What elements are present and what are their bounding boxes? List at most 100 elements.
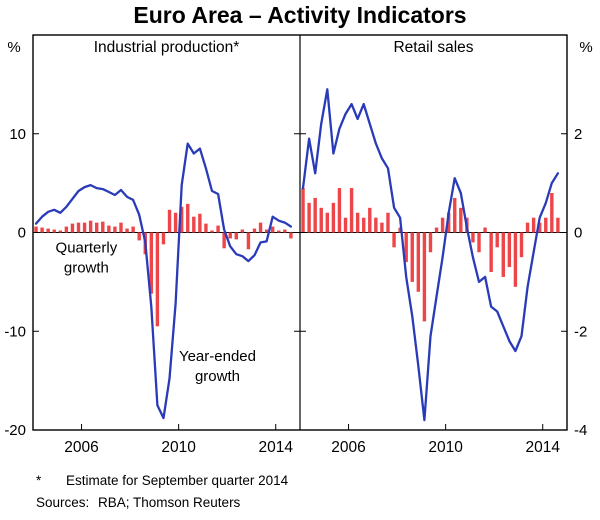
bar [368, 207, 372, 233]
bar [95, 222, 99, 233]
bar [483, 227, 487, 233]
chart-title: Euro Area – Activity Indicators [133, 2, 467, 28]
y-tick-label: 0 [574, 225, 582, 242]
bar [40, 227, 44, 233]
year-ended-line [34, 142, 293, 420]
bar [507, 232, 512, 268]
bar [192, 216, 196, 233]
bar [422, 232, 427, 322]
y-tick-label: 2 [574, 126, 582, 143]
x-tick-label: 2010 [161, 439, 196, 456]
bar [471, 232, 475, 243]
bar [495, 232, 499, 248]
bar [222, 232, 226, 249]
y-tick-label: -4 [574, 422, 587, 439]
bar [240, 229, 245, 233]
bar [82, 222, 87, 233]
footnote-text: Estimate for September quarter 2014 [66, 473, 289, 488]
y-tick-label: 10 [9, 126, 26, 143]
bar [246, 232, 251, 250]
bar [70, 223, 75, 233]
bar [349, 188, 354, 233]
panel-title: Retail sales [393, 39, 473, 56]
bar [210, 230, 214, 233]
bar [149, 232, 154, 294]
bar [173, 212, 178, 233]
bar [155, 232, 160, 327]
y-tick-label: -10 [4, 323, 26, 340]
bar [88, 220, 93, 233]
bar [125, 228, 129, 233]
bar [34, 226, 38, 233]
bar [325, 212, 330, 233]
bar [362, 217, 366, 233]
bar [252, 228, 257, 233]
bar [386, 212, 390, 233]
bar [331, 202, 336, 233]
unit-label: % [7, 39, 20, 56]
panel-industrial-production: 10 0 -10 -20 2006 2010 2014 Industrial producti… [4, 39, 300, 456]
bar [446, 212, 451, 233]
bar [228, 232, 232, 239]
bar [337, 188, 342, 233]
footnote-sources: Sources: RBA; Thomson Reuters [36, 494, 240, 511]
bar [101, 221, 105, 233]
bar [453, 197, 457, 233]
bar [289, 232, 293, 239]
x-tick-label: 2006 [64, 439, 98, 456]
bar [374, 217, 378, 233]
bar [277, 230, 281, 233]
bar [119, 222, 123, 233]
bar [477, 232, 481, 253]
bar [319, 207, 323, 233]
bar [137, 232, 141, 241]
bar [519, 232, 524, 258]
year-ended-line [301, 88, 560, 422]
footnote-estimate: * Estimate for September quarter 2014 [36, 472, 288, 489]
bar [46, 228, 50, 233]
unit-label: % [579, 39, 592, 56]
bar [234, 232, 238, 240]
bar [537, 222, 542, 233]
bar [270, 226, 275, 233]
bar [556, 217, 560, 233]
bar [258, 222, 263, 233]
bar [525, 222, 530, 233]
footnote-marker: * [36, 473, 42, 488]
bar [283, 229, 287, 233]
bar [410, 232, 414, 282]
y-tick-label: -20 [4, 422, 26, 439]
y-tick-label: 0 [18, 225, 26, 242]
x-tick-label: 2014 [258, 439, 293, 456]
bar [64, 226, 69, 233]
sources-label: Sources: [36, 495, 90, 510]
bar [301, 188, 305, 233]
bar [113, 226, 117, 233]
bar [179, 206, 184, 233]
series-annotation: Year-ended [179, 348, 256, 365]
bar [434, 227, 439, 233]
bar [161, 232, 166, 245]
bar [307, 202, 311, 233]
bar [404, 232, 408, 263]
bar [531, 217, 536, 233]
bar [58, 230, 63, 233]
bar [52, 229, 56, 233]
bar [513, 232, 518, 287]
bar [167, 209, 172, 233]
bar [398, 227, 402, 233]
bar [204, 223, 208, 233]
bar [489, 232, 493, 272]
bar [501, 232, 505, 277]
bar [440, 217, 445, 233]
sources-text: RBA; Thomson Reuters [98, 495, 241, 510]
y-tick-label: -2 [574, 323, 587, 340]
bar [198, 213, 202, 233]
bar [343, 217, 348, 233]
bar [186, 203, 190, 233]
bar [428, 232, 433, 253]
panel-retail-sales: 2 0 -2 -4 2006 2010 2014 Retail sales% [300, 39, 593, 456]
bar [131, 226, 135, 233]
